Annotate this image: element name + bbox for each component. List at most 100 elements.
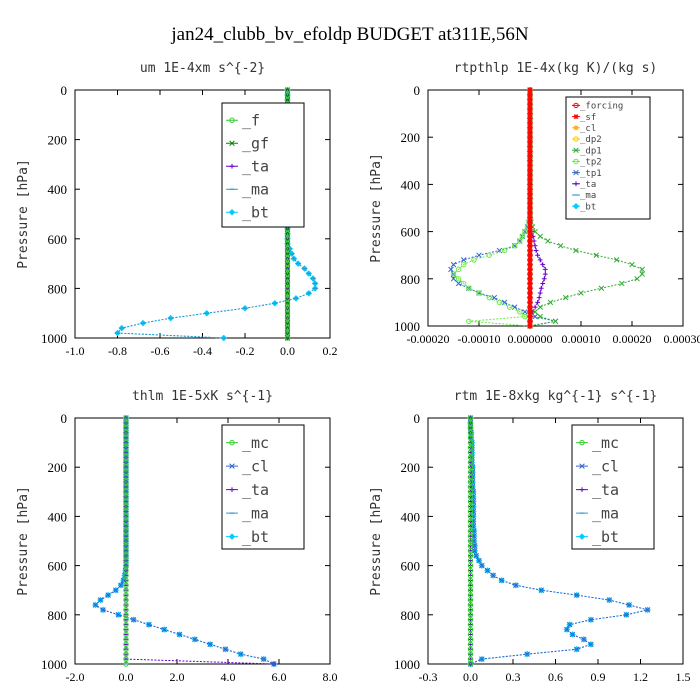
- data-point: [450, 271, 457, 277]
- chart-title: rtpthlp 1E-4x(kg K)/(kg s): [454, 61, 658, 76]
- data-point: [123, 533, 129, 539]
- data-point: [467, 621, 474, 628]
- data-point: [527, 191, 533, 197]
- data-point: [491, 294, 498, 301]
- data-point: [123, 548, 129, 554]
- plot-frame: [427, 89, 684, 327]
- legend-marker: [229, 463, 235, 469]
- data-point: [123, 651, 129, 657]
- x-tick-label: -0.3: [419, 670, 438, 684]
- chart-panels: um 1E-4xm s^{-2} Pressure [hPa] -1.0 -0.8 -0…: [16, 61, 700, 684]
- data-point: [527, 323, 533, 329]
- data-point: [467, 494, 474, 500]
- data-point: [540, 262, 546, 268]
- data-point: [284, 231, 291, 237]
- data-point: [527, 111, 533, 116]
- data-point: [527, 153, 533, 159]
- data-point: [537, 233, 543, 240]
- chart-title: um 1E-4xm s^{-2}: [140, 61, 265, 76]
- data-point: [538, 285, 544, 291]
- data-point: [467, 641, 474, 648]
- chart-rtm: rtm 1E-8xkg kg^{-1} s^{-1} Pressure [hPa]…: [369, 389, 691, 684]
- data-point: [123, 425, 129, 431]
- legend-entry: _tp1: [580, 169, 602, 179]
- data-point: [123, 449, 129, 456]
- legend-entry: _dp2: [580, 135, 602, 145]
- data-point: [527, 219, 533, 225]
- data-point: [542, 271, 548, 277]
- data-point: [118, 582, 124, 589]
- data-point: [473, 553, 479, 559]
- data-point: [517, 238, 523, 244]
- x-tick-label: -0.6: [151, 344, 170, 358]
- data-point: [467, 656, 474, 662]
- data-point: [532, 228, 538, 235]
- y-tick-label: 0: [414, 411, 421, 426]
- data-point: [92, 602, 99, 608]
- x-tick-label: 4.0: [221, 670, 236, 684]
- y-tick-label: 0: [61, 411, 68, 426]
- data-point: [467, 518, 474, 525]
- data-point: [629, 261, 635, 268]
- chart-thlm: thlm 1E-5xK s^{-1} Pressure [hPa] -2.0 0.0 2…: [16, 389, 338, 684]
- data-point: [639, 266, 645, 273]
- x-tick-label: 0.9: [591, 670, 606, 684]
- data-point: [467, 631, 474, 638]
- legend-marker: [573, 102, 579, 109]
- data-point: [519, 233, 526, 240]
- data-point: [467, 508, 474, 515]
- data-point: [476, 290, 482, 296]
- series-mc: [123, 415, 129, 667]
- legend-entry: _dp1: [580, 146, 602, 156]
- data-point: [644, 607, 651, 613]
- data-point: [623, 612, 630, 618]
- y-axis-label: Pressure [hPa]: [369, 486, 384, 596]
- y-tick-label: 1000: [394, 657, 420, 672]
- plot-frame: [74, 417, 331, 665]
- legend-marker: [579, 439, 585, 446]
- data-point: [461, 261, 467, 268]
- data-point: [467, 528, 474, 534]
- legend: _mc _cl _ta _ma _bt: [571, 424, 655, 550]
- data-point: [467, 439, 474, 446]
- data-point: [123, 656, 129, 662]
- data-point: [467, 469, 474, 475]
- data-point: [527, 205, 533, 211]
- data-point: [517, 309, 523, 315]
- legend-entry: _bt: [242, 528, 269, 546]
- x-tick-label: -0.2: [236, 344, 255, 358]
- legend-marker: [229, 117, 235, 123]
- legend-marker: [229, 439, 235, 446]
- data-point: [467, 543, 474, 549]
- data-point: [123, 567, 129, 574]
- page-title: jan24_clubb_bv_efoldp BUDGET at311E,56N: [170, 24, 529, 45]
- x-tick-label: 0.2: [323, 344, 338, 358]
- data-point: [527, 182, 533, 187]
- data-point: [566, 621, 573, 628]
- y-tick-label: 800: [48, 281, 68, 296]
- series-tp2: [450, 87, 533, 329]
- data-point: [113, 587, 119, 593]
- data-point: [467, 602, 474, 608]
- data-point: [467, 572, 474, 579]
- data-point: [490, 572, 496, 579]
- y-tick-label: 0: [414, 83, 421, 98]
- data-point: [123, 592, 129, 598]
- y-tick-label: 400: [48, 509, 68, 524]
- data-point: [527, 125, 533, 131]
- data-point: [123, 612, 129, 618]
- y-tick-label: 800: [48, 608, 68, 623]
- data-point: [123, 454, 129, 461]
- data-point: [284, 241, 291, 247]
- y-tick-label: 600: [401, 559, 421, 574]
- data-point: [467, 454, 474, 461]
- data-point: [606, 597, 613, 603]
- legend-entry: _sf: [580, 113, 596, 123]
- data-point: [467, 523, 474, 529]
- legend-entry: _ma: [592, 504, 619, 522]
- data-point: [512, 243, 518, 249]
- data-point: [123, 553, 129, 559]
- data-point: [260, 656, 267, 662]
- data-point: [284, 330, 291, 336]
